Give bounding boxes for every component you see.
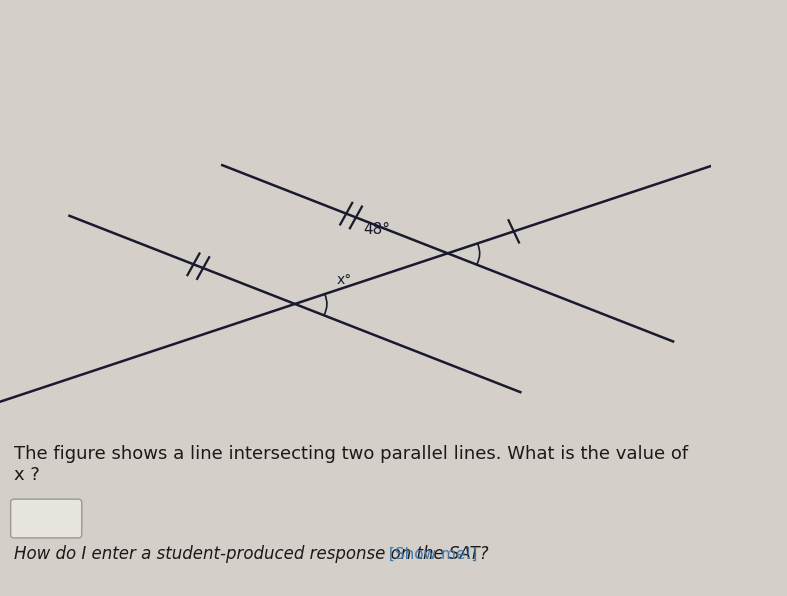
Text: [Show me!]: [Show me!] — [384, 547, 477, 562]
Text: The figure shows a line intersecting two parallel lines. What is the value of
x : The figure shows a line intersecting two… — [14, 445, 689, 485]
Text: x°: x° — [337, 273, 353, 287]
Text: 48°: 48° — [363, 222, 390, 237]
Text: How do I enter a student-produced response on the SAT?: How do I enter a student-produced respon… — [14, 545, 489, 563]
FancyBboxPatch shape — [11, 499, 82, 538]
